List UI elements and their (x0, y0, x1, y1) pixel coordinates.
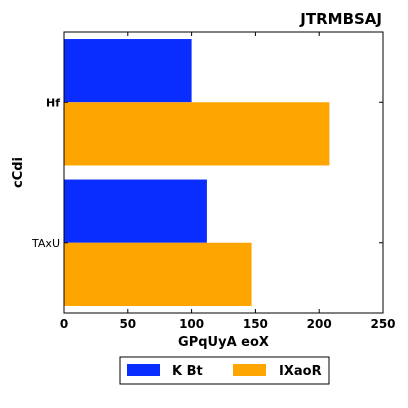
x-tick-label: 100 (179, 317, 204, 331)
x-tick-label: 50 (119, 317, 136, 331)
bar-k-bt-hf (64, 39, 192, 102)
legend-label-k-bt: K Bt (172, 364, 203, 379)
legend: K Bt IXaoR (120, 357, 329, 384)
bar-ixaor-hf (64, 102, 329, 165)
bar-k-bt-taxu (64, 180, 207, 243)
y-category-label-taxu: TAxU (31, 237, 60, 250)
chart-title: JTRMBSAJ (299, 10, 382, 28)
x-tick-label: 150 (243, 317, 268, 331)
x-tick-label: 250 (370, 317, 395, 331)
x-tick-label: 200 (307, 317, 332, 331)
legend-swatch-k-bt (127, 364, 160, 376)
legend-swatch-ixaor (233, 364, 266, 376)
legend-label-ixaor: IXaoR (279, 364, 322, 379)
x-tick-label: 0 (60, 317, 68, 331)
bars-group (64, 39, 329, 306)
bar-ixaor-taxu (64, 243, 252, 306)
x-axis-label: GPqUyA eoX (178, 335, 269, 350)
y-axis-label: cCdi (11, 157, 26, 188)
y-category-label-hf: Hf (46, 96, 60, 109)
